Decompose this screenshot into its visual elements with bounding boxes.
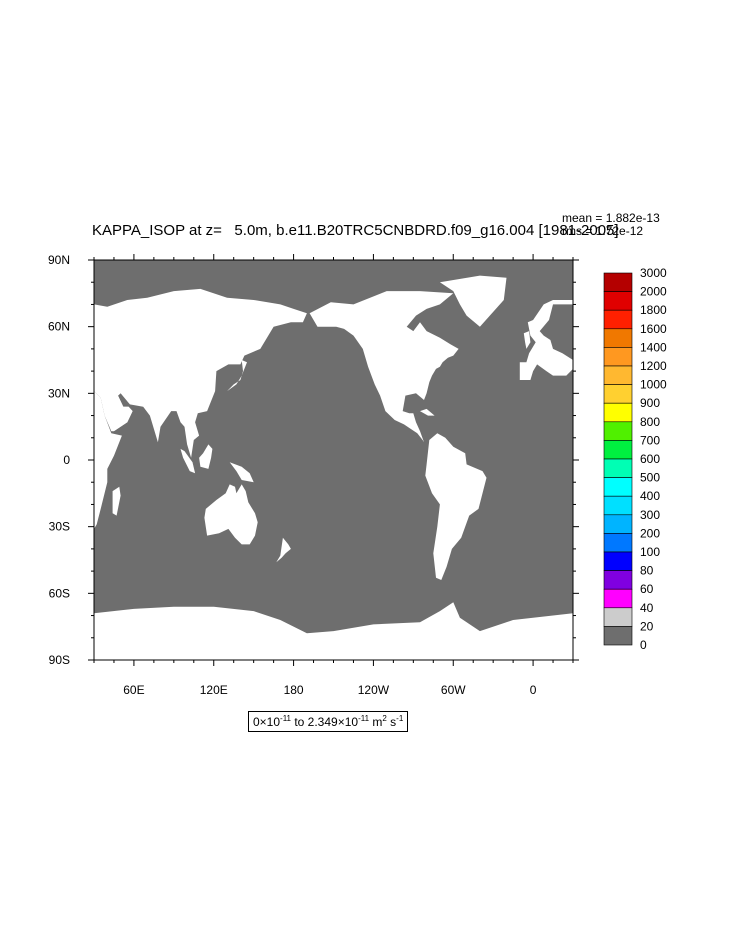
colorbar-label: 800 — [640, 415, 660, 429]
colorbar-swatch — [603, 347, 633, 367]
mean-stat: mean = 1.882e-13 — [562, 211, 660, 225]
land-arabia-fill — [100, 393, 133, 432]
colorbar-label: 40 — [640, 601, 654, 615]
lon-tick-label: 120E — [200, 683, 228, 697]
colorbar-swatch — [603, 588, 633, 609]
plot-stats: mean = 1.882e-13 rms = 1.72e-12 — [562, 212, 660, 238]
lon-tick-label: 180 — [284, 683, 304, 697]
lon-tick-label: 0 — [530, 683, 537, 697]
colorbar-label: 60 — [640, 582, 654, 596]
colorbar-swatch — [603, 309, 633, 330]
colorbar-label: 0 — [640, 638, 647, 652]
land-south-america — [425, 433, 487, 580]
land-japan — [227, 360, 247, 392]
land-europe-west — [519, 300, 573, 380]
colorbar-label: 400 — [640, 489, 660, 503]
colorbar-label: 900 — [640, 396, 660, 410]
colorbar-swatch — [603, 477, 633, 497]
lat-tick-label: 0 — [63, 453, 70, 467]
colorbar-swatch — [603, 440, 633, 460]
land-cuba — [420, 408, 435, 416]
colorbar-swatch — [603, 514, 633, 534]
colorbar-swatch — [603, 402, 633, 423]
colorbar-swatch — [603, 384, 633, 404]
colorbar-label: 1800 — [640, 303, 667, 317]
lon-tick-label: 120W — [358, 683, 390, 697]
lon-tick-label: 60E — [123, 683, 144, 697]
land-antarctica — [94, 602, 573, 660]
colorbar-swatch — [603, 626, 633, 646]
colorbar-label: 600 — [640, 452, 660, 466]
colorbar-label: 1400 — [640, 340, 667, 354]
lon-tick-label: 60W — [441, 683, 466, 697]
land-africa — [94, 391, 122, 529]
land-newzealand — [276, 537, 291, 563]
land-eurasia-north — [94, 288, 307, 458]
land-madagascar — [112, 486, 121, 516]
land-newguinea — [229, 462, 254, 483]
data-range-label: 0×10-11 to 2.349×10-11 m2 s-1 — [248, 711, 409, 732]
land-greenland — [439, 275, 507, 327]
colorbar-swatch — [603, 328, 633, 348]
colorbar-swatch — [603, 533, 633, 553]
rms-stat: rms = 1.72e-12 — [562, 224, 644, 238]
colorbar-label: 3000 — [640, 266, 667, 280]
land-borneo — [199, 444, 213, 469]
lat-tick-label: 60S — [49, 586, 70, 600]
colorbar-swatch — [603, 495, 633, 516]
land-north-america — [309, 291, 459, 443]
land-australia — [204, 484, 258, 545]
colorbar: 3000200018001600140012001000900800700600… — [603, 266, 667, 652]
colorbar-swatch — [603, 551, 633, 571]
lat-tick-label: 30N — [48, 386, 70, 400]
colorbar-label: 100 — [640, 545, 660, 559]
colorbar-swatch — [603, 421, 633, 441]
colorbar-swatch — [603, 458, 633, 478]
map-panel — [94, 260, 573, 660]
colorbar-label: 1000 — [640, 378, 667, 392]
colorbar-label: 1600 — [640, 322, 667, 336]
colorbar-swatch — [603, 272, 633, 292]
lat-tick-label: 30S — [49, 520, 70, 534]
land-uk — [523, 331, 531, 349]
lat-tick-label: 60N — [48, 320, 70, 334]
colorbar-swatch — [603, 291, 633, 311]
colorbar-swatch — [603, 607, 633, 627]
colorbar-label: 2000 — [640, 285, 667, 299]
colorbar-label: 300 — [640, 508, 660, 522]
colorbar-label: 80 — [640, 564, 654, 578]
colorbar-swatch — [603, 365, 633, 385]
colorbar-label: 700 — [640, 433, 660, 447]
map-axes: 90N 60N 30N 0 30S 60S 90S 60E 120E 180 120W 60W 0 — [48, 253, 579, 697]
colorbar-label: 200 — [640, 526, 660, 540]
lat-tick-label: 90N — [48, 253, 70, 267]
colorbar-label: 1200 — [640, 359, 667, 373]
colorbar-swatch — [603, 570, 633, 590]
land-sumatra — [180, 448, 196, 474]
plot-title: KAPPA_ISOP at z= 5.0m, b.e11.B20TRC5CNBD… — [92, 222, 619, 239]
colorbar-label: 500 — [640, 471, 660, 485]
lat-tick-label: 90S — [49, 653, 70, 667]
colorbar-label: 20 — [640, 619, 654, 633]
